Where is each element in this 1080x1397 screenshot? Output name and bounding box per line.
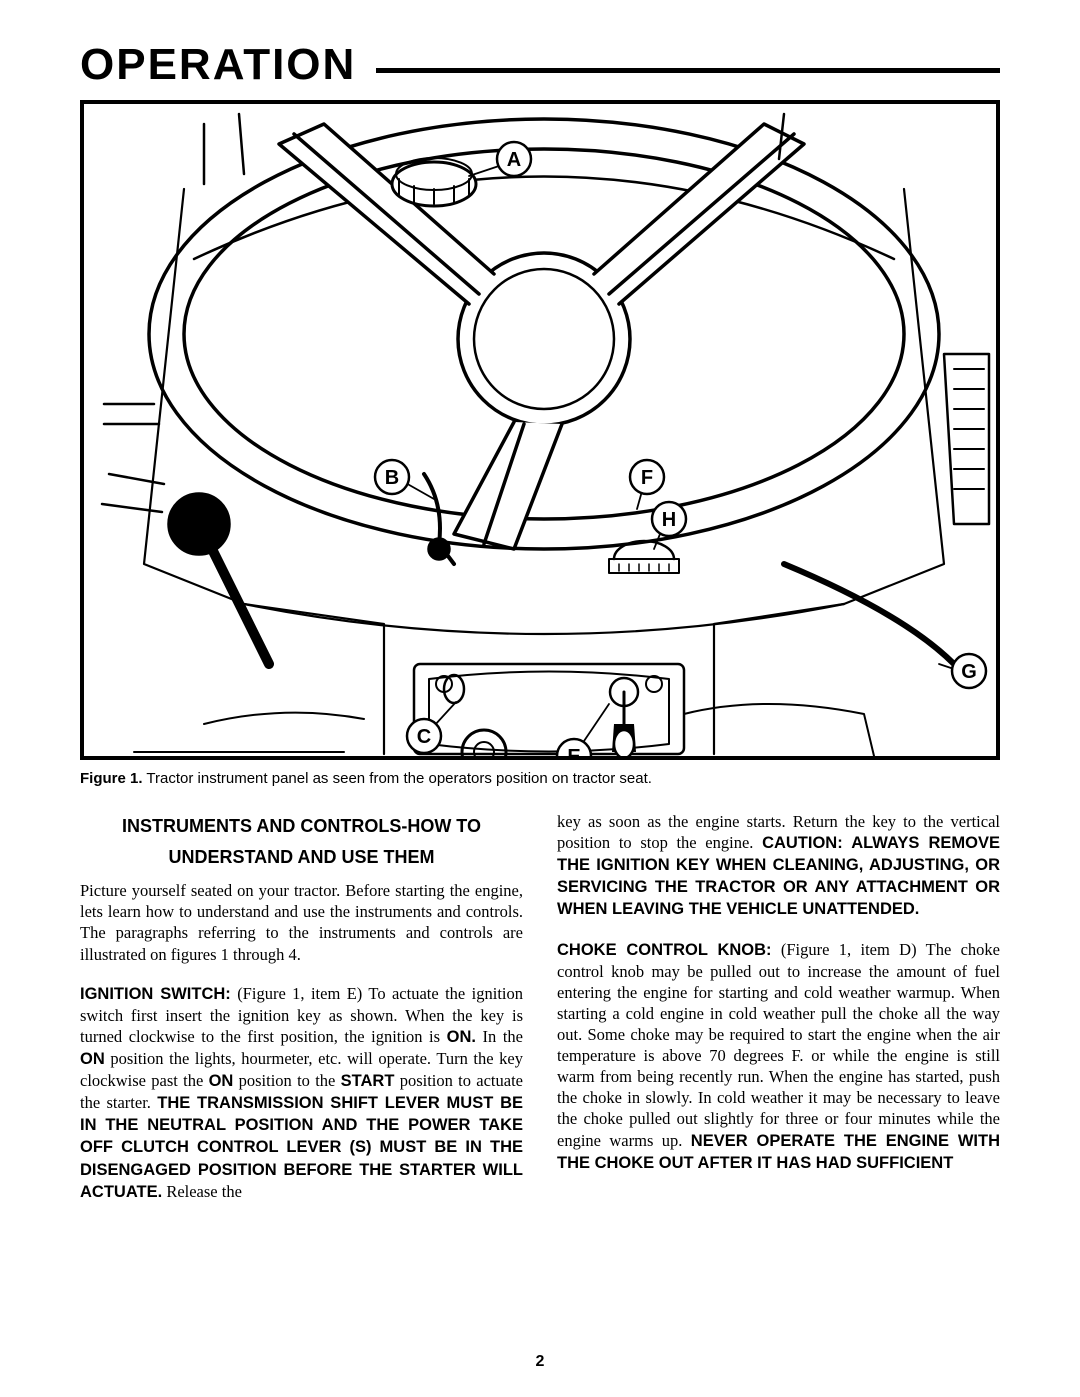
svg-text:H: H xyxy=(662,509,676,531)
svg-text:F: F xyxy=(641,467,653,489)
page-title: OPERATION xyxy=(80,40,1000,90)
subhead-line1: INSTRUMENTS AND CONTROLS-HOW TO xyxy=(80,811,523,842)
choke-paragraph: CHOKE CONTROL KNOB: (Figure 1, item D) T… xyxy=(557,939,1000,1174)
subhead-line2: UNDERSTAND AND USE THEM xyxy=(80,842,523,873)
svg-text:G: G xyxy=(961,661,977,683)
title-text: OPERATION xyxy=(80,40,356,90)
figure-caption: Figure 1. Tractor instrument panel as se… xyxy=(80,770,1000,787)
callout-C: C xyxy=(407,719,441,753)
choke-lead: CHOKE CONTROL KNOB: xyxy=(557,941,772,959)
callout-G: G xyxy=(952,654,986,688)
figure-1: A B C D E F G xyxy=(80,100,1000,760)
intro-paragraph: Picture yourself seated on your tractor.… xyxy=(80,880,523,964)
svg-text:E: E xyxy=(567,746,580,756)
callout-F: F xyxy=(630,460,664,494)
title-rule xyxy=(376,68,1000,73)
svg-text:C: C xyxy=(417,726,431,748)
ignition-continuation: key as soon as the engine starts. Return… xyxy=(557,811,1000,921)
ignition-paragraph: IGNITION SWITCH: (Figure 1, item E) To a… xyxy=(80,983,523,1203)
callout-H: H xyxy=(652,502,686,536)
callout-E: E xyxy=(557,739,591,756)
callout-B: B xyxy=(375,460,409,494)
svg-text:A: A xyxy=(507,149,521,171)
ignition-lead: IGNITION SWITCH: xyxy=(80,985,231,1003)
caption-text: Tractor instrument panel as seen from th… xyxy=(143,770,652,787)
caption-lead: Figure 1. xyxy=(80,770,143,787)
svg-text:B: B xyxy=(385,467,399,489)
column-right: key as soon as the engine starts. Return… xyxy=(557,811,1000,1221)
body-columns: INSTRUMENTS AND CONTROLS-HOW TO UNDERSTA… xyxy=(80,811,1000,1221)
page-number: 2 xyxy=(0,1353,1080,1371)
section-heading: INSTRUMENTS AND CONTROLS-HOW TO UNDERSTA… xyxy=(80,811,523,872)
tractor-panel-diagram: A B C D E F G xyxy=(84,104,996,756)
callout-A: A xyxy=(497,142,531,176)
column-left: INSTRUMENTS AND CONTROLS-HOW TO UNDERSTA… xyxy=(80,811,523,1221)
